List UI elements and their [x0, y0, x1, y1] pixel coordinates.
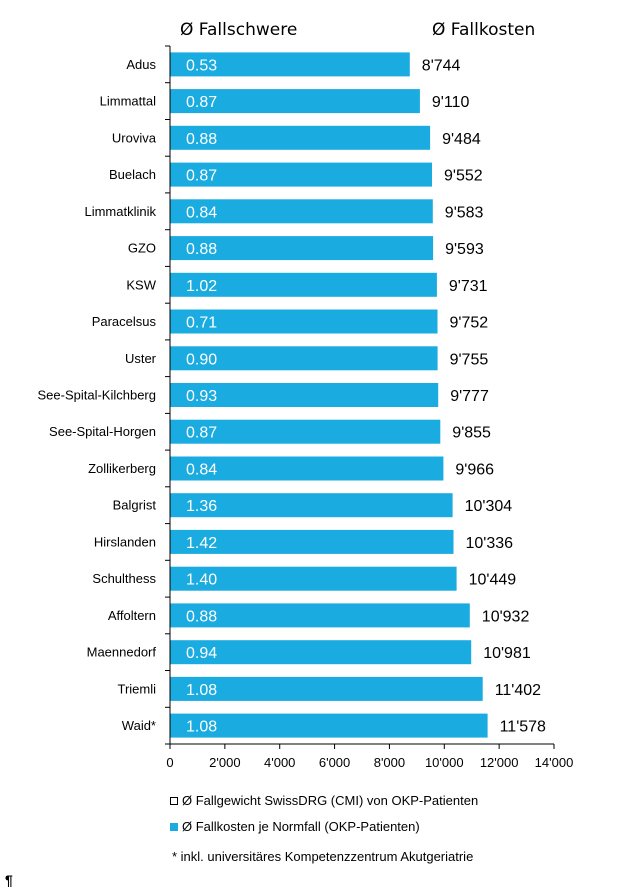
- bar: [170, 603, 470, 628]
- category-label: Limmattal: [100, 94, 156, 109]
- category-label: See-Spital-Kilchberg: [37, 388, 156, 403]
- cmi-value-label: 0.93: [186, 388, 217, 405]
- x-tick-label: 8'000: [374, 755, 405, 770]
- cmi-value-label: 1.08: [186, 682, 217, 699]
- cost-value-label: 8'744: [422, 57, 461, 74]
- legend-item-cost: Ø Fallkosten je Normfall (OKP-Patienten): [170, 819, 420, 834]
- category-label: Triemli: [117, 681, 156, 696]
- category-label: Balgrist: [113, 498, 157, 513]
- bar-chart: Adus 0.53 8'744 Limmattal 0.87 9'110 Uroviva 0.…: [37, 45, 574, 770]
- bar: [170, 346, 438, 371]
- x-tick-label: 14'000: [535, 755, 574, 770]
- cmi-value-label: 0.88: [186, 131, 217, 148]
- x-tick-label: 10'000: [425, 755, 464, 770]
- cost-value-label: 9'855: [452, 425, 491, 442]
- legend-item-cmi: Ø Fallgewicht SwissDRG (CMI) von OKP-Pat…: [170, 793, 478, 808]
- footnote: * inkl. universitäres Kompetenzzentrum A…: [172, 849, 474, 864]
- legend-swatch-outline: [170, 796, 178, 805]
- category-label: Zollikerberg: [88, 461, 156, 476]
- cost-value-label: 9'110: [432, 94, 470, 111]
- x-tick-label: 12'000: [480, 755, 519, 770]
- cmi-value-label: 1.40: [186, 572, 217, 589]
- category-label: GZO: [128, 241, 156, 256]
- cost-value-label: 9'752: [450, 315, 489, 332]
- bar: [170, 309, 438, 334]
- cmi-value-label: 1.42: [186, 535, 217, 552]
- category-label: Buelach: [109, 167, 156, 182]
- bar: [170, 272, 437, 297]
- category-label: Hirslanden: [94, 534, 156, 549]
- cmi-value-label: 0.84: [186, 462, 217, 479]
- cmi-value-label: 0.94: [186, 645, 217, 662]
- category-label: KSW: [126, 277, 156, 292]
- cost-value-label: 11'402: [495, 682, 541, 699]
- header-fallschwere: Ø Fallschwere: [180, 20, 298, 40]
- category-label: Uster: [125, 351, 157, 366]
- cost-value-label: 9'593: [445, 241, 484, 258]
- header-fallkosten: Ø Fallkosten: [432, 20, 536, 40]
- x-tick-label: 2'000: [209, 755, 240, 770]
- category-label: Schulthess: [92, 571, 156, 586]
- category-label: Adus: [126, 57, 156, 72]
- cost-value-label: 9'966: [455, 462, 494, 479]
- paragraph-mark: ¶: [5, 872, 13, 888]
- bar: [170, 162, 432, 187]
- legend-label-cost: Ø Fallkosten je Normfall (OKP-Patienten): [182, 819, 420, 834]
- cost-value-label: 9'777: [450, 388, 489, 405]
- legend-swatch-fill: [170, 822, 178, 831]
- bar: [170, 456, 444, 481]
- cost-value-label: 9'755: [450, 351, 489, 368]
- bar: [170, 125, 431, 150]
- cmi-value-label: 0.87: [186, 425, 217, 442]
- cmi-value-label: 0.88: [186, 608, 217, 625]
- bar: [170, 640, 472, 665]
- cost-value-label: 10'304: [465, 498, 513, 515]
- cmi-value-label: 1.02: [186, 278, 217, 295]
- cmi-value-label: 0.53: [186, 57, 217, 74]
- cmi-value-label: 0.90: [186, 351, 217, 368]
- cost-value-label: 11'578: [500, 719, 546, 736]
- x-tick-label: 4'000: [264, 755, 295, 770]
- cost-value-label: 10'981: [483, 645, 531, 662]
- cmi-value-label: 0.87: [186, 168, 217, 185]
- cmi-value-label: 1.36: [186, 498, 217, 515]
- bar: [170, 199, 433, 224]
- category-label: See-Spital-Horgen: [49, 424, 156, 439]
- category-label: Waid*: [122, 718, 156, 733]
- x-tick-label: 0: [166, 755, 173, 770]
- cmi-value-label: 1.08: [186, 719, 217, 736]
- cost-value-label: 9'484: [442, 131, 481, 148]
- cost-value-label: 9'731: [449, 278, 488, 295]
- bar: [170, 383, 439, 407]
- bar: [170, 52, 410, 77]
- cost-value-label: 9'583: [445, 204, 484, 221]
- bar: [170, 236, 434, 261]
- bar: [170, 676, 483, 701]
- bar: [170, 493, 453, 518]
- cmi-value-label: 0.71: [186, 315, 217, 332]
- category-label: Paracelsus: [92, 314, 157, 329]
- cmi-value-label: 0.87: [186, 94, 217, 111]
- bar: [170, 566, 457, 591]
- bar: [170, 89, 420, 114]
- cost-value-label: 10'932: [482, 608, 530, 625]
- bar: [170, 713, 488, 738]
- category-label: Maennedorf: [87, 645, 157, 660]
- category-label: Limmatklinik: [84, 204, 156, 219]
- x-tick-label: 6'000: [319, 755, 350, 770]
- cmi-value-label: 0.84: [186, 204, 217, 221]
- cost-value-label: 9'552: [444, 168, 483, 185]
- category-label: Affoltern: [108, 608, 156, 623]
- category-label: Uroviva: [112, 130, 157, 145]
- bar: [170, 419, 441, 444]
- cost-value-label: 10'449: [469, 572, 517, 589]
- bar: [170, 529, 454, 554]
- cmi-value-label: 0.88: [186, 241, 217, 258]
- legend-label-cmi: Ø Fallgewicht SwissDRG (CMI) von OKP-Pat…: [182, 793, 479, 808]
- cost-value-label: 10'336: [466, 535, 514, 552]
